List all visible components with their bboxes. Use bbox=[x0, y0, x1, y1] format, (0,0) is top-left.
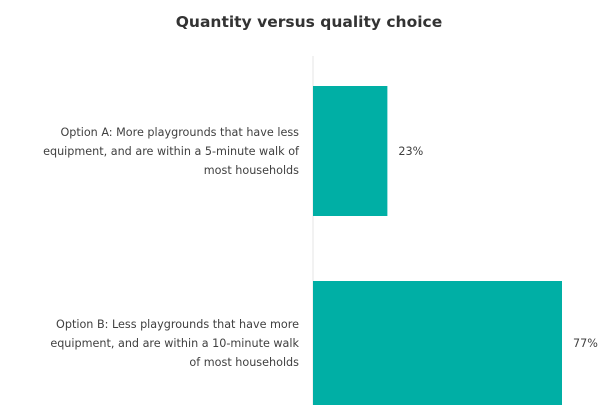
category-label-line: most households bbox=[204, 164, 299, 177]
value-label-option-b: 77% bbox=[573, 337, 598, 350]
bars-layer bbox=[313, 86, 562, 405]
category-label-line: equipment, and are within a 5-minute wal… bbox=[43, 145, 300, 158]
chart-title: Quantity versus quality choice bbox=[176, 13, 443, 31]
category-label-line: of most households bbox=[189, 356, 299, 369]
category-label-option-a: Option A: More playgrounds that have les… bbox=[43, 126, 300, 177]
category-label-line: equipment, and are within a 10-minute wa… bbox=[50, 337, 299, 350]
category-label-option-b: Option B: Less playgrounds that have mor… bbox=[50, 318, 299, 369]
value-labels-layer: 23% 77% bbox=[398, 145, 598, 350]
value-label-option-a: 23% bbox=[398, 145, 423, 158]
bar-option-a bbox=[313, 86, 388, 216]
category-labels-layer: Option A: More playgrounds that have les… bbox=[43, 126, 300, 369]
category-label-line: Option A: More playgrounds that have les… bbox=[60, 126, 299, 139]
category-label-line: Option B: Less playgrounds that have mor… bbox=[56, 318, 299, 331]
bar-option-b bbox=[313, 281, 562, 405]
